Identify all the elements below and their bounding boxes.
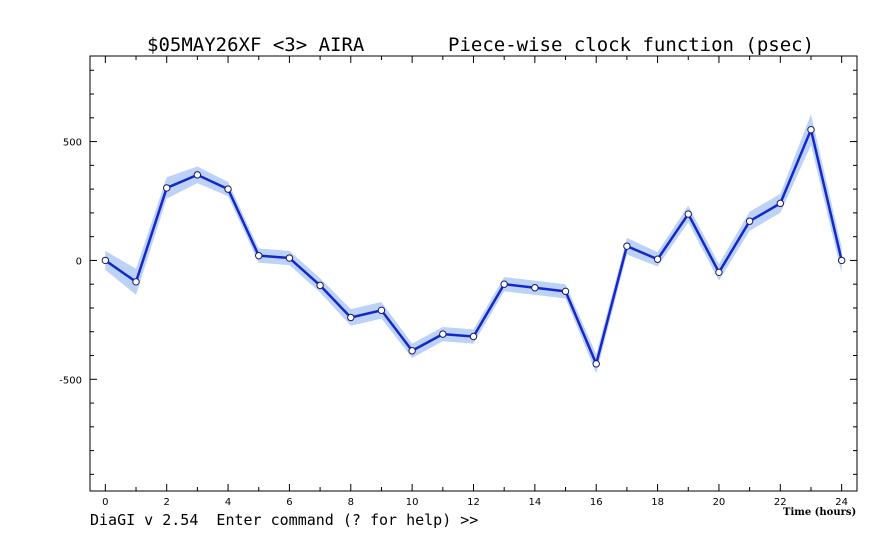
x-axis-label: Time (hours)	[783, 507, 856, 518]
data-point	[623, 242, 631, 250]
data-point	[561, 287, 570, 296]
data-point	[132, 278, 140, 286]
chart-title-left: $05MAY26XF <3> AIRA	[147, 34, 365, 56]
plot-frame	[89, 55, 858, 492]
command-prompt[interactable]: DiaGI v 2.54 Enter command (? for help) …	[90, 511, 479, 529]
data-point	[377, 306, 386, 315]
data-point	[531, 284, 539, 292]
data-point	[837, 256, 846, 265]
data-point	[163, 184, 171, 192]
x-tick-label: 16	[590, 497, 603, 508]
data-point	[653, 255, 662, 263]
data-point	[224, 185, 232, 193]
data-point	[469, 332, 478, 341]
y-tick-label: 500	[63, 138, 82, 149]
y-tick-label: 0	[76, 256, 82, 267]
x-tick-label: 12	[467, 497, 480, 508]
x-tick-label: 8	[348, 497, 354, 508]
data-point	[745, 217, 754, 225]
data-point	[776, 199, 784, 208]
data-point	[408, 347, 416, 355]
x-tick-label: 14	[528, 497, 541, 508]
x-tick-label: 18	[651, 497, 664, 508]
data-point	[255, 251, 263, 260]
data-point	[347, 313, 355, 322]
data-point	[439, 330, 447, 338]
axis-ticks	[90, 56, 857, 491]
x-tick-label: 6	[286, 497, 292, 508]
x-tick-label: 2	[164, 497, 170, 508]
data-point	[285, 254, 294, 262]
y-tick-label: -500	[59, 375, 82, 386]
data-point	[592, 360, 600, 368]
series-points	[101, 125, 846, 368]
x-tick-label: 24	[835, 497, 848, 508]
x-tick-label: 0	[102, 497, 108, 508]
x-tick-label: 22	[774, 497, 787, 508]
data-point	[316, 281, 324, 290]
data-point	[101, 256, 110, 265]
data-point	[715, 268, 723, 277]
x-tick-label: 4	[225, 497, 231, 508]
data-point	[193, 171, 202, 179]
x-tick-label: 10	[406, 497, 419, 508]
chart-title-right: Piece-wise clock function (psec)	[448, 34, 814, 56]
x-tick-label: 20	[713, 497, 726, 508]
data-point	[684, 210, 692, 218]
data-point	[807, 125, 815, 134]
data-point	[500, 280, 508, 288]
